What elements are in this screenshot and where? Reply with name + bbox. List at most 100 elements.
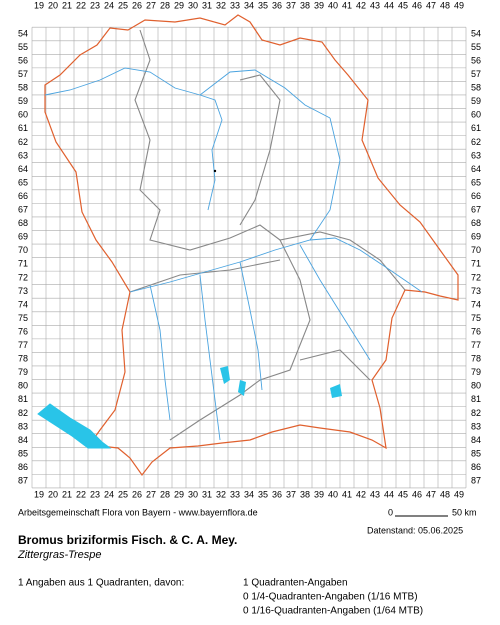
column-label: 20 xyxy=(48,489,58,499)
column-label: 42 xyxy=(356,0,366,10)
column-label: 19 xyxy=(34,489,44,499)
column-label: 35 xyxy=(258,0,268,10)
column-label: 40 xyxy=(328,0,338,10)
row-label: 67 xyxy=(471,205,481,215)
column-label: 38 xyxy=(300,489,310,499)
grid: 19 19 20 20 21 21 22 22 23 23 24 24 25 25 26 26 27 27 28 28… xyxy=(18,0,481,499)
row-label: 67 xyxy=(18,205,28,215)
column-label: 23 xyxy=(90,0,100,10)
column-label: 30 xyxy=(188,0,198,10)
row-label: 64 xyxy=(18,164,28,174)
row-label: 72 xyxy=(471,272,481,282)
column-label: 31 xyxy=(202,0,212,10)
row-label: 82 xyxy=(18,408,28,418)
column-label: 24 xyxy=(104,489,114,499)
row-label: 62 xyxy=(18,137,28,147)
column-label: 45 xyxy=(398,0,408,10)
row-label: 70 xyxy=(471,245,481,255)
column-label: 22 xyxy=(76,489,86,499)
state-border xyxy=(44,14,459,477)
row-label: 58 xyxy=(18,83,28,93)
column-label: 46 xyxy=(412,489,422,499)
row-label: 74 xyxy=(18,299,28,309)
column-label: 38 xyxy=(300,0,310,10)
row-label: 87 xyxy=(471,476,481,486)
row-label: 76 xyxy=(18,326,28,336)
row-label: 86 xyxy=(471,462,481,472)
column-label: 46 xyxy=(412,0,422,10)
lake xyxy=(220,366,342,398)
column-label: 27 xyxy=(146,0,156,10)
column-label: 29 xyxy=(174,489,184,499)
column-label: 28 xyxy=(160,0,170,10)
row-label: 69 xyxy=(471,232,481,242)
row-label: 80 xyxy=(471,381,481,391)
column-label: 48 xyxy=(440,489,450,499)
row-label: 76 xyxy=(471,326,481,336)
summary-detail: 0 1/4-Quadranten-Angaben (1/16 MTB) xyxy=(243,592,418,603)
river xyxy=(44,67,331,211)
column-label: 26 xyxy=(132,489,142,499)
summary-detail: 0 1/16-Quadranten-Angaben (1/64 MTB) xyxy=(243,606,423,617)
column-label: 37 xyxy=(286,0,296,10)
summary-total: 1 Angaben aus 1 Quadranten, davon: xyxy=(18,578,184,589)
row-label: 66 xyxy=(18,191,28,201)
column-label: 33 xyxy=(230,0,240,10)
column-label: 24 xyxy=(104,0,114,10)
row-label: 65 xyxy=(471,177,481,187)
row-label: 68 xyxy=(471,218,481,228)
row-label: 55 xyxy=(18,42,28,52)
river xyxy=(149,117,371,441)
row-label: 83 xyxy=(18,421,28,431)
column-label: 26 xyxy=(132,0,142,10)
column-label: 34 xyxy=(244,0,254,10)
column-label: 48 xyxy=(440,0,450,10)
column-label: 32 xyxy=(216,0,226,10)
row-label: 87 xyxy=(18,476,28,486)
lake xyxy=(37,403,112,449)
row-label: 85 xyxy=(18,448,28,458)
record-dot xyxy=(213,169,217,173)
column-label: 21 xyxy=(62,489,72,499)
row-label: 65 xyxy=(18,177,28,187)
row-label: 71 xyxy=(18,259,28,269)
row-label: 81 xyxy=(471,394,481,404)
row-label: 59 xyxy=(471,96,481,106)
column-label: 36 xyxy=(272,489,282,499)
column-label: 41 xyxy=(342,0,352,10)
row-label: 55 xyxy=(471,42,481,52)
summary-detail: 1 Quadranten-Angaben xyxy=(243,578,348,589)
row-label: 74 xyxy=(471,299,481,309)
column-label: 23 xyxy=(90,489,100,499)
column-label: 20 xyxy=(48,0,58,10)
column-label: 43 xyxy=(370,489,380,499)
column-label: 21 xyxy=(62,0,72,10)
scale-start: 0 xyxy=(388,507,393,517)
row-label: 73 xyxy=(18,286,28,296)
row-label: 57 xyxy=(18,69,28,79)
common-name: Zittergras-Trespe xyxy=(17,549,102,561)
row-label: 75 xyxy=(18,313,28,323)
column-label: 31 xyxy=(202,489,212,499)
row-label: 61 xyxy=(18,123,28,133)
row-label: 63 xyxy=(471,150,481,160)
row-label: 54 xyxy=(471,28,481,38)
column-label: 35 xyxy=(258,489,268,499)
row-label: 60 xyxy=(471,110,481,120)
row-label: 82 xyxy=(471,408,481,418)
column-label: 36 xyxy=(272,0,282,10)
row-label: 68 xyxy=(18,218,28,228)
map-features xyxy=(37,14,459,477)
column-label: 34 xyxy=(244,489,254,499)
column-label: 37 xyxy=(286,489,296,499)
column-label: 41 xyxy=(342,489,352,499)
column-label: 49 xyxy=(454,489,464,499)
column-label: 47 xyxy=(426,489,436,499)
row-label: 63 xyxy=(18,150,28,160)
row-label: 73 xyxy=(471,286,481,296)
row-label: 77 xyxy=(18,340,28,350)
date: Datenstand: 05.06.2025 xyxy=(367,525,463,535)
species-name: Bromus briziformis Fisch. & C. A. Mey. xyxy=(18,533,237,547)
row-label: 72 xyxy=(18,272,28,282)
